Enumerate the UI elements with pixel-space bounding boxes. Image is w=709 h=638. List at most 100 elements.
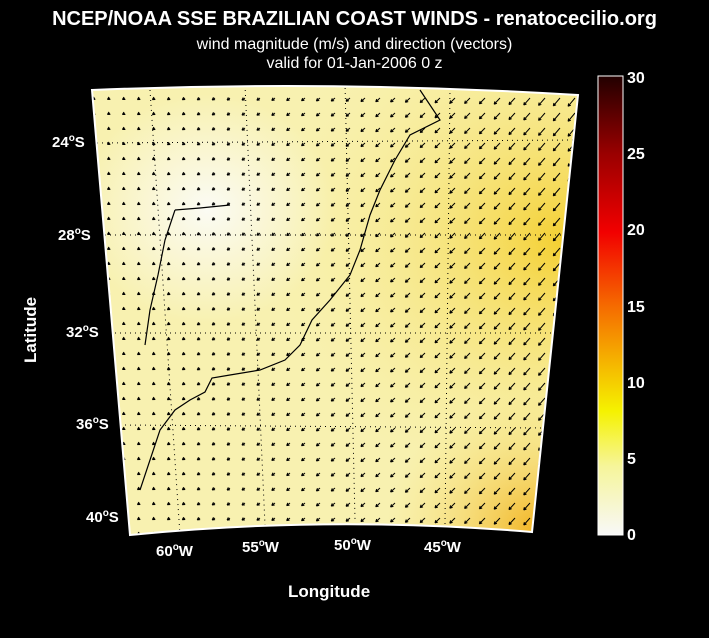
- wind-vector: [493, 442, 501, 450]
- wind-vector: [360, 112, 366, 118]
- wind-vector: [552, 337, 561, 347]
- wind-vector: [166, 366, 171, 371]
- wind-vector: [493, 247, 501, 255]
- wind-vector: [375, 277, 381, 283]
- wind-vector: [375, 322, 381, 328]
- wind-vector: [449, 367, 456, 374]
- wind-vector: [256, 487, 261, 491]
- wind-vector: [330, 337, 336, 342]
- wind-vector: [345, 502, 351, 507]
- wind-vector: [136, 486, 141, 491]
- wind-vector: [419, 367, 426, 374]
- wind-vector: [404, 337, 411, 343]
- wind-vector: [345, 217, 351, 222]
- wind-vector: [523, 307, 531, 316]
- wind-vector: [375, 367, 381, 373]
- wind-vector: [211, 157, 216, 161]
- wind-vectors: [92, 96, 576, 535]
- wind-vector: [375, 217, 381, 223]
- wind-vector: [360, 202, 366, 208]
- wind-vector: [196, 336, 201, 341]
- wind-vector: [286, 97, 291, 102]
- wind-vector: [449, 172, 456, 179]
- wind-vector: [523, 427, 531, 436]
- wind-vector: [226, 97, 231, 101]
- wind-vector: [478, 382, 486, 390]
- wind-vector: [181, 291, 186, 296]
- wind-vector: [121, 501, 126, 506]
- wind-vector: [330, 472, 336, 477]
- wind-vector: [241, 427, 246, 431]
- wind-vector: [106, 456, 111, 460]
- wind-vector: [464, 97, 471, 105]
- wind-vector: [404, 142, 411, 148]
- wind-vector: [196, 216, 201, 221]
- wind-vector: [301, 142, 306, 147]
- wind-vector: [375, 97, 381, 103]
- colorbar-tick: 25: [627, 146, 645, 163]
- wind-vector: [241, 457, 246, 461]
- wind-vector: [345, 352, 351, 357]
- wind-vector: [330, 382, 336, 387]
- wind-vector: [151, 126, 156, 131]
- wind-vector: [181, 441, 186, 446]
- wind-vector: [136, 291, 141, 296]
- wind-vector: [330, 202, 336, 207]
- wind-vector: [419, 277, 426, 284]
- wind-vector: [271, 367, 276, 371]
- wind-vector: [478, 112, 486, 120]
- wind-vector: [419, 412, 426, 419]
- wind-vector: [345, 292, 351, 297]
- wind-vector: [196, 321, 201, 326]
- wind-vector: [211, 487, 216, 491]
- wind-vector: [166, 501, 171, 506]
- wind-vector: [301, 412, 306, 417]
- wind-vector: [151, 411, 156, 416]
- wind-vector: [166, 141, 171, 146]
- wind-vector: [271, 247, 276, 251]
- wind-vector: [136, 201, 141, 206]
- wind-vector: [315, 532, 321, 535]
- wind-vector: [136, 186, 141, 191]
- wind-vector: [345, 412, 351, 417]
- wind-vector: [567, 442, 576, 452]
- wind-vector: [271, 202, 276, 206]
- wind-vector: [464, 112, 471, 120]
- wind-vector: [434, 262, 441, 269]
- wind-vector: [567, 382, 576, 392]
- wind-vector: [301, 427, 306, 432]
- wind-vector: [92, 441, 96, 445]
- wind-vector: [538, 322, 546, 331]
- wind-vector: [523, 277, 531, 286]
- wind-vector: [360, 247, 366, 253]
- wind-vector: [241, 367, 246, 371]
- wind-vector: [121, 111, 126, 116]
- wind-vector: [449, 307, 456, 314]
- wind-vector: [493, 532, 501, 535]
- wind-vector: [478, 397, 486, 405]
- wind-vector: [404, 397, 411, 403]
- wind-vector: [166, 396, 171, 401]
- wind-vector: [166, 306, 171, 311]
- wind-vector: [211, 352, 216, 356]
- wind-vector: [390, 187, 396, 193]
- wind-vector: [552, 472, 561, 482]
- wind-vector: [390, 172, 396, 178]
- wind-vector: [315, 172, 321, 177]
- wind-vector: [508, 532, 516, 535]
- wind-vector: [166, 186, 171, 191]
- wind-vector: [181, 96, 186, 101]
- wind-vector: [286, 457, 291, 462]
- wind-vector: [538, 337, 546, 346]
- wind-vector: [493, 172, 501, 180]
- wind-vector: [315, 502, 321, 507]
- wind-vector: [181, 261, 186, 266]
- wind-vector: [256, 457, 261, 461]
- wind-vector: [464, 307, 471, 315]
- wind-vector: [508, 172, 516, 181]
- wind-vector: [286, 127, 291, 132]
- wind-vector: [464, 412, 471, 420]
- wind-vector: [271, 487, 276, 491]
- wind-vector: [345, 322, 351, 327]
- wind-vector: [301, 397, 306, 402]
